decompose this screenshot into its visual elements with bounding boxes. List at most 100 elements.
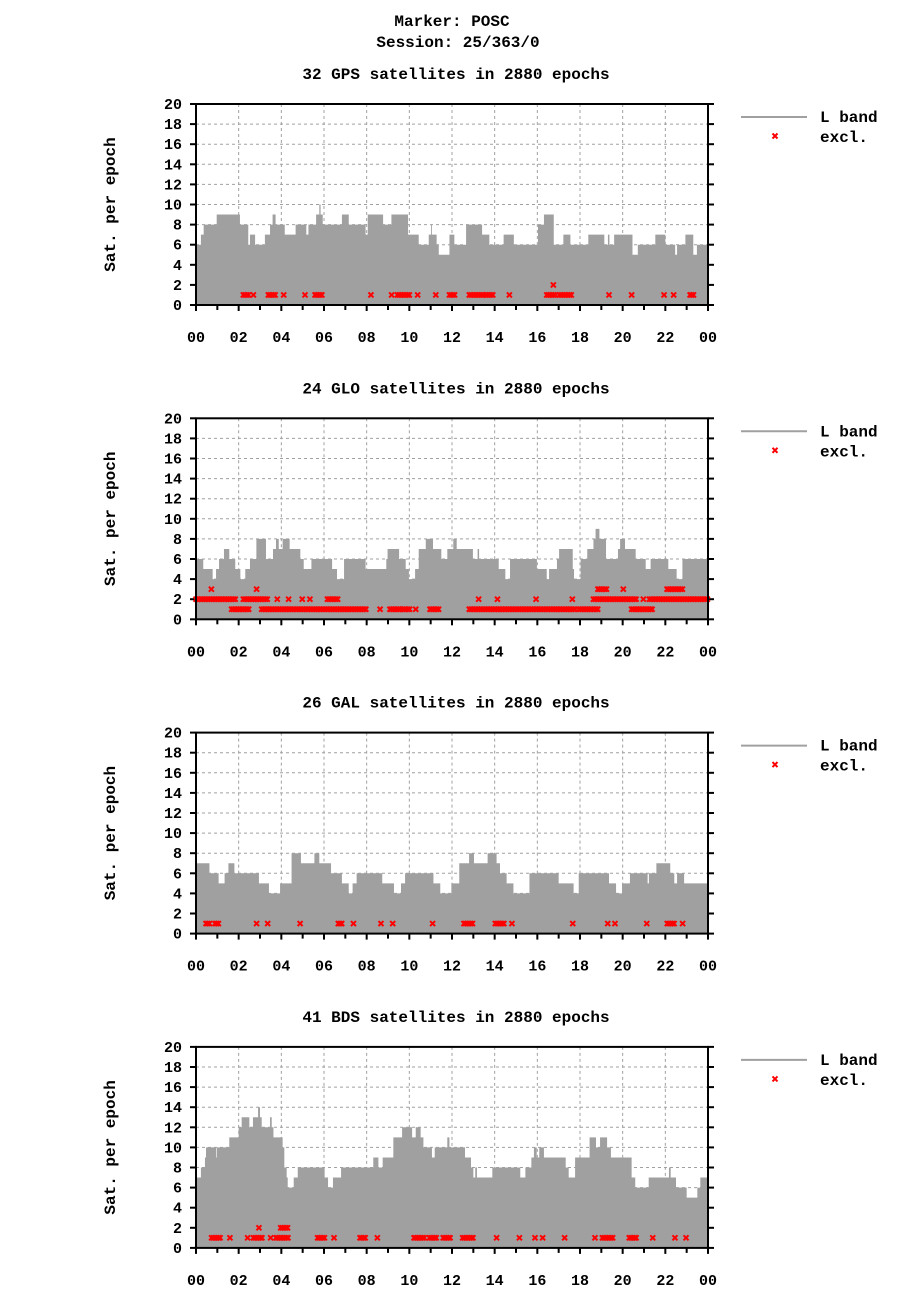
x-tick-label: 10 <box>400 330 418 347</box>
x-tick-label: 00 <box>699 644 717 661</box>
x-tick-label: 12 <box>443 1273 461 1290</box>
y-tick-label: 16 <box>164 1080 182 1097</box>
excl-marker <box>609 1234 616 1242</box>
x-tick-label: 02 <box>230 644 248 661</box>
plot-frame <box>195 103 709 306</box>
x-tick-label: 22 <box>656 959 674 976</box>
excl-marker <box>318 291 326 299</box>
y-tick-label: 14 <box>164 786 182 803</box>
x-tick-label: 04 <box>272 959 290 976</box>
excl-marker <box>404 291 411 299</box>
y-tick-label: 2 <box>173 592 182 609</box>
excl-marker <box>611 920 619 927</box>
excl-marker <box>643 920 650 927</box>
x-tick-label: 20 <box>614 330 632 347</box>
legend-label-l-band: L band <box>820 1052 878 1070</box>
excl-marker <box>258 1234 266 1242</box>
l-band-area <box>196 853 708 934</box>
y-tick-label: 20 <box>164 411 182 428</box>
excl-marker <box>245 606 252 613</box>
x-tick-label: 14 <box>486 1273 504 1290</box>
x-tick-label: 00 <box>699 1273 717 1290</box>
excl-marker <box>243 606 251 613</box>
y-tick-label: 10 <box>164 1140 182 1157</box>
x-tick-label: 16 <box>528 330 546 347</box>
x-tick-label: 22 <box>656 644 674 661</box>
x-tick-label: 18 <box>571 644 589 661</box>
excl-marker <box>467 1234 475 1242</box>
excl-marker <box>688 291 695 299</box>
excl-marker <box>419 1234 426 1242</box>
excl-marker <box>670 291 677 299</box>
excl-marker <box>449 291 457 299</box>
excl-marker <box>215 1234 222 1242</box>
y-axis-label: Sat. per epoch <box>102 766 120 900</box>
x-tick-label: 02 <box>230 959 248 976</box>
x-tick-label: 00 <box>187 644 205 661</box>
panel-0: 32 GPS satellites in 2880 epochs02468101… <box>102 66 878 347</box>
excl-marker <box>669 920 676 927</box>
excl-marker <box>677 585 684 593</box>
x-tick-label: 10 <box>400 644 418 661</box>
excl-marker <box>421 1234 428 1242</box>
y-tick-label: 4 <box>173 886 182 903</box>
plot-frame <box>195 731 709 935</box>
excl-marker <box>647 606 654 613</box>
x-tick-label: 12 <box>443 644 461 661</box>
y-tick-label: 8 <box>173 218 182 235</box>
excl-marker <box>274 595 281 603</box>
y-tick-label: 0 <box>173 298 182 315</box>
excl-marker <box>230 595 237 603</box>
excl-marker <box>270 291 277 299</box>
legend-excl-marker <box>771 447 779 454</box>
excl-marker <box>469 1234 477 1242</box>
excl-marker <box>679 585 686 593</box>
l-band-area <box>196 204 708 305</box>
excl-marker <box>498 920 506 927</box>
x-tick-label: 20 <box>614 959 632 976</box>
excl-marker <box>282 1224 290 1232</box>
legend-label-l-band: L band <box>820 423 878 441</box>
excl-marker <box>253 585 260 593</box>
excl-marker <box>435 606 442 613</box>
excl-marker <box>332 595 340 603</box>
excl-marker <box>264 920 271 927</box>
excl-marker <box>648 606 656 613</box>
excl-marker <box>591 1234 599 1242</box>
excl-marker <box>531 1234 539 1242</box>
excl-marker <box>334 595 341 603</box>
excl-marker <box>284 1224 291 1232</box>
x-tick-label: 08 <box>358 644 376 661</box>
excl-marker <box>604 920 611 927</box>
excl-marker <box>213 920 220 927</box>
excl-marker <box>569 920 576 927</box>
y-tick-label: 10 <box>164 512 182 529</box>
y-tick-label: 20 <box>164 97 182 114</box>
x-tick-label: 18 <box>571 959 589 976</box>
y-axis-label: Sat. per epoch <box>102 137 120 271</box>
excl-marker <box>280 291 287 299</box>
y-tick-label: 16 <box>164 452 182 469</box>
y-tick-label: 14 <box>164 157 182 174</box>
y-tick-label: 18 <box>164 431 182 448</box>
excl-marker <box>671 1234 679 1242</box>
x-tick-label: 14 <box>486 330 504 347</box>
excl-marker <box>631 595 638 603</box>
excl-marker <box>299 595 306 603</box>
excl-marker <box>566 291 573 299</box>
x-tick-label: 18 <box>571 1273 589 1290</box>
y-tick-label: 0 <box>173 612 182 629</box>
x-tick-label: 08 <box>358 1273 376 1290</box>
panel-1: 24 GLO satellites in 2880 epochs02468101… <box>102 380 878 661</box>
y-axis-label: Sat. per epoch <box>102 452 120 586</box>
excl-marker <box>412 606 419 613</box>
excl-marker <box>404 606 412 613</box>
excl-marker <box>607 1234 615 1242</box>
excl-marker <box>506 291 513 299</box>
x-tick-label: 14 <box>486 644 504 661</box>
excl-marker <box>493 1234 500 1242</box>
excl-marker <box>376 606 384 613</box>
excl-marker <box>570 606 577 613</box>
y-tick-label: 4 <box>173 258 182 275</box>
x-tick-label: 12 <box>443 959 461 976</box>
